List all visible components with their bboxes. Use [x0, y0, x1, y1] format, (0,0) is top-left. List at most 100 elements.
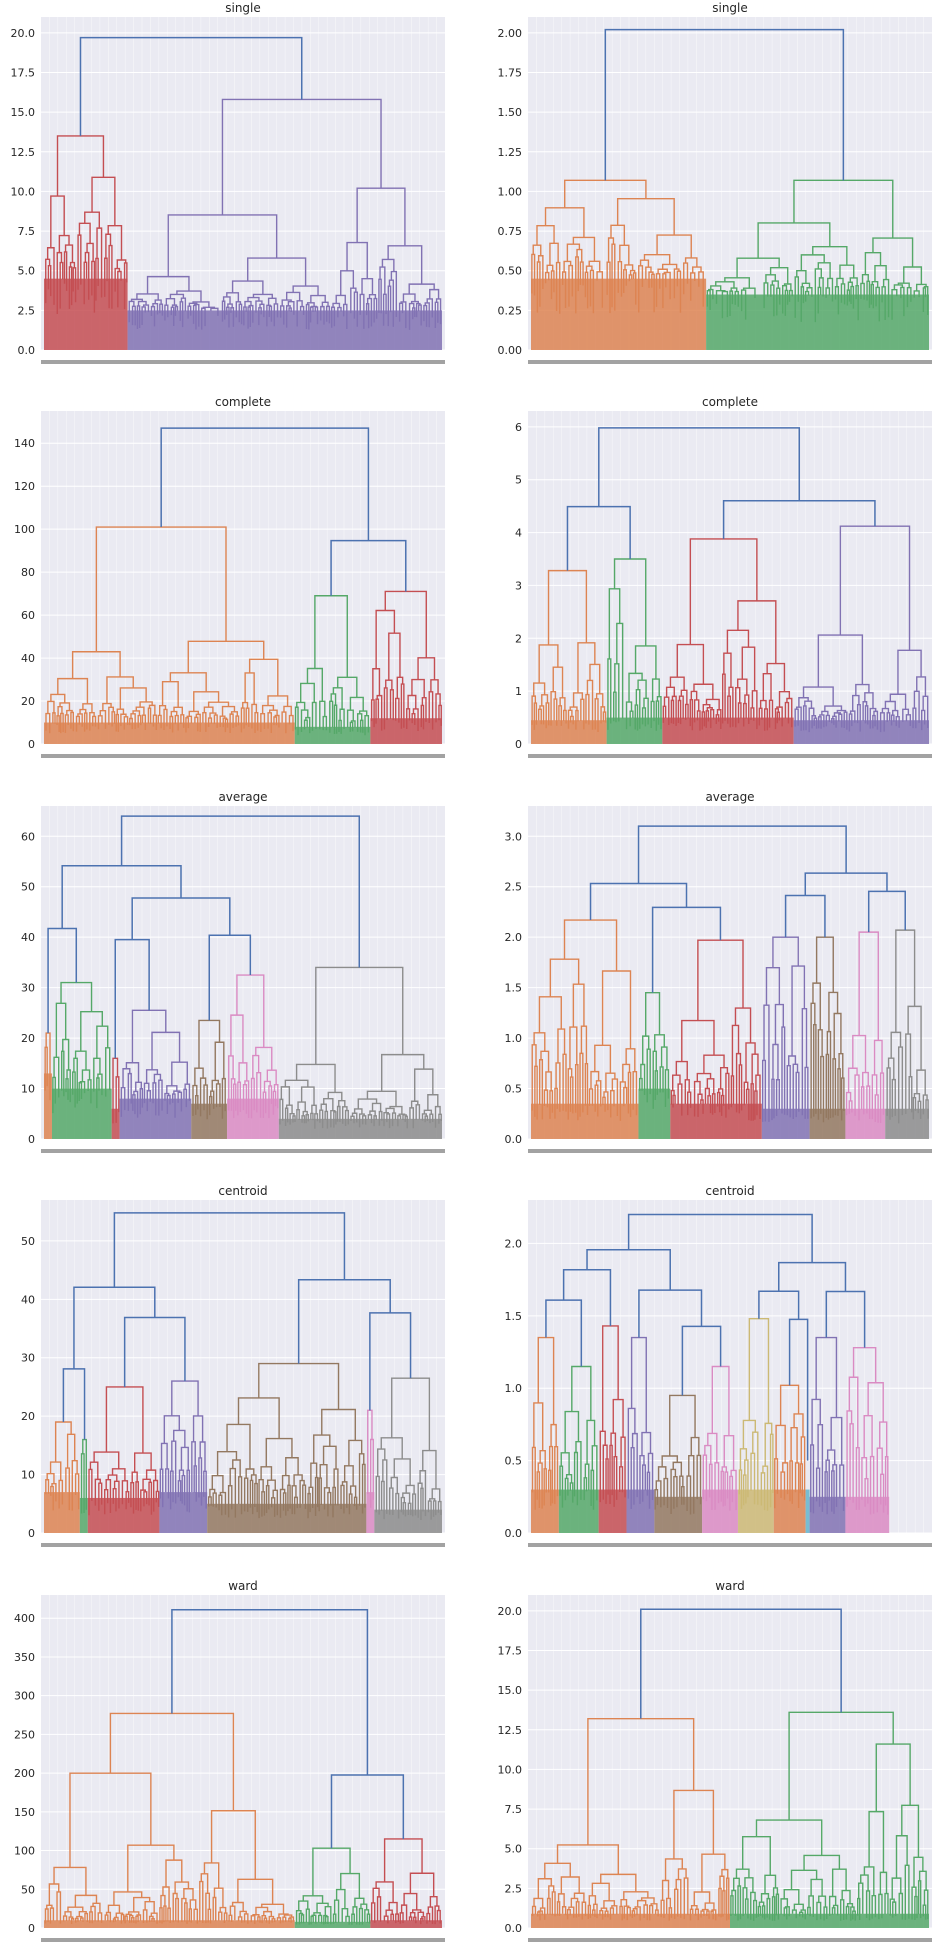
y-tick-label: 1.5	[505, 982, 523, 995]
cluster-link	[892, 709, 899, 717]
cluster-link	[755, 1819, 823, 1856]
cluster-link	[812, 245, 848, 266]
cluster-link	[221, 705, 236, 717]
cluster-link	[398, 302, 404, 322]
cluster-link	[261, 704, 275, 714]
cluster-link	[288, 1917, 292, 1923]
cluster-link	[724, 277, 750, 289]
cluster-link	[638, 265, 644, 313]
cluster-link	[79, 708, 87, 714]
cluster-link	[160, 1442, 168, 1470]
cluster-leaf-fill	[44, 722, 295, 744]
cluster-link	[141, 714, 147, 731]
cluster-link	[584, 1062, 589, 1115]
cluster-link	[53, 1056, 60, 1098]
cluster-link	[849, 710, 856, 723]
cluster-link	[895, 1835, 908, 1879]
y-tick-label: 4	[515, 527, 522, 540]
cluster-link	[320, 305, 325, 325]
cluster-link	[339, 708, 345, 729]
cluster-link	[292, 285, 319, 296]
cluster-leaf-fill	[531, 720, 607, 744]
cluster-link	[130, 298, 143, 302]
cluster-link	[569, 1026, 578, 1069]
cluster-link	[577, 642, 596, 693]
cluster-link	[654, 1034, 665, 1052]
cluster-link	[143, 1082, 150, 1104]
cluster-link	[132, 710, 141, 716]
cluster-link	[726, 1877, 730, 1921]
cluster-link	[800, 254, 825, 271]
cluster-link	[707, 1095, 712, 1114]
cluster-link	[56, 1891, 62, 1924]
cluster-link	[410, 1100, 419, 1108]
cluster-link	[794, 1462, 800, 1508]
cluster-link	[864, 1478, 869, 1507]
cluster-link	[820, 1055, 825, 1123]
cluster-link	[864, 251, 882, 275]
cluster-pink	[227, 974, 279, 1139]
cluster-link	[285, 291, 301, 301]
cluster-link	[93, 1057, 101, 1092]
cluster-link	[426, 298, 433, 318]
cluster-link	[706, 290, 711, 311]
cluster-link	[45, 1032, 51, 1101]
cluster-link	[296, 1109, 300, 1121]
cluster-link	[210, 307, 219, 316]
merge-link	[79, 36, 303, 136]
y-tick-label: 0.0	[505, 1527, 523, 1540]
cluster-link	[191, 1441, 196, 1493]
cluster-leaf-fill	[294, 1921, 371, 1928]
cluster-leaf-fill	[44, 1920, 295, 1928]
cluster-link	[122, 1068, 131, 1088]
cluster-link	[351, 1112, 358, 1123]
cluster-link	[375, 1475, 380, 1515]
cluster-link	[387, 245, 423, 285]
cluster-link	[255, 1906, 269, 1915]
cluster-link	[628, 274, 633, 282]
cluster-purple	[793, 525, 929, 744]
cluster-link	[104, 1914, 109, 1922]
cluster-brown	[809, 936, 846, 1139]
cluster-link	[591, 1445, 598, 1501]
cluster-link	[544, 271, 550, 284]
cluster-link	[570, 1897, 579, 1908]
cluster-link	[147, 707, 152, 725]
cluster-link	[84, 1912, 89, 1922]
cluster-link	[890, 714, 895, 726]
cluster-link	[538, 1059, 544, 1120]
cluster-link	[199, 1441, 206, 1472]
leaf-labels	[41, 1149, 445, 1153]
cluster-red	[87, 1386, 160, 1533]
cluster-link	[337, 676, 358, 698]
cluster-link	[794, 708, 799, 727]
y-tick-label: 150	[14, 1806, 35, 1819]
cluster-link	[599, 1430, 606, 1503]
cluster-link	[289, 1916, 295, 1922]
cluster-link	[298, 1912, 304, 1925]
cluster-link	[690, 690, 698, 700]
cluster-link	[867, 1382, 884, 1423]
cluster-link	[201, 307, 206, 330]
cluster-link	[295, 1063, 336, 1093]
cluster-leaf-fill	[761, 1108, 810, 1139]
cluster-link	[817, 286, 822, 314]
cluster-link	[561, 271, 567, 309]
cluster-link	[563, 260, 572, 272]
cluster-link	[60, 712, 64, 734]
cluster-link	[371, 1102, 382, 1112]
cluster-link	[672, 1461, 683, 1477]
y-tick-label: 6	[515, 421, 522, 434]
cluster-link	[376, 694, 383, 731]
cluster-brown	[207, 1362, 367, 1533]
cluster-link	[302, 1895, 324, 1904]
cluster-link	[800, 1909, 806, 1920]
cluster-link	[886, 712, 891, 722]
cluster-link	[120, 713, 127, 727]
cluster-link	[50, 1485, 54, 1511]
cluster-link	[142, 304, 150, 313]
cluster-link	[595, 693, 604, 707]
cluster-link	[869, 1455, 875, 1515]
cluster-link	[866, 280, 871, 308]
